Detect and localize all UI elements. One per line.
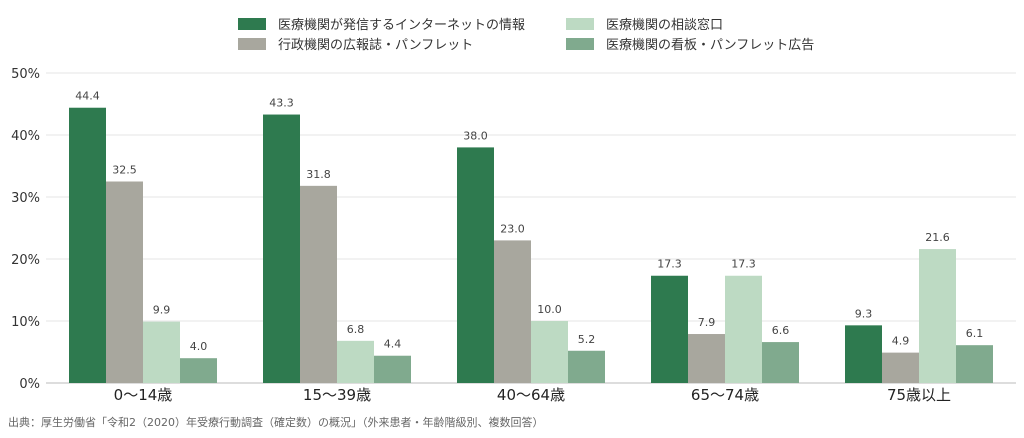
bar-value-label: 44.4: [75, 90, 100, 103]
y-tick-label: 0%: [19, 377, 40, 392]
bar: [845, 325, 882, 383]
value-labels: 44.4 32.5 9.9 4.0 43.3 31.8 6.8 4.4 38.0 23.0 10.0…: [75, 90, 983, 353]
bar: [69, 107, 106, 383]
bar-value-label: 31.8: [306, 168, 331, 181]
bar: [106, 181, 143, 383]
bar-value-label: 4.9: [892, 335, 910, 348]
y-tick-label: 30%: [11, 191, 40, 206]
x-axis: 0〜14歳 15〜39歳 40〜64歳 65〜74歳 75歳以上: [114, 386, 951, 404]
bar-value-label: 38.0: [463, 129, 488, 142]
y-tick-label: 40%: [11, 129, 40, 144]
legend: 医療機関が発信するインターネットの情報 医療機関の相談窓口 行政機関の広報誌・パ…: [0, 8, 1024, 53]
y-tick-label: 10%: [11, 315, 40, 330]
bar: [956, 345, 993, 383]
legend-swatch-consultation: [566, 17, 594, 30]
y-tick-label: 20%: [11, 253, 40, 268]
bar: [568, 350, 605, 383]
bar-value-label: 6.6: [772, 324, 790, 337]
bar-value-label: 17.3: [657, 258, 682, 271]
legend-label-internet: 医療機関が発信するインターネットの情報: [278, 18, 526, 33]
y-tick-label: 50%: [11, 67, 40, 82]
legend-item-consultation: 医療機関の相談窓口: [566, 14, 723, 33]
bar: [725, 275, 762, 383]
source-note: 出典：厚生労働省「令和2（2020）年受療行動調査（確定数）の概況」（外来患者・…: [8, 416, 544, 429]
legend-swatch-public-relations: [238, 37, 266, 50]
bar: [337, 340, 374, 383]
legend-item-signboard: 医療機関の看板・パンフレット広告: [566, 34, 814, 53]
bar: [919, 249, 956, 383]
legend-label-consultation: 医療機関の相談窓口: [606, 18, 724, 33]
bars: [69, 107, 993, 383]
legend-swatch-signboard: [566, 37, 594, 50]
bar: [762, 342, 799, 383]
bar: [651, 275, 688, 383]
legend-label-signboard: 医療機関の看板・パンフレット広告: [606, 38, 815, 53]
x-tick-label: 40〜64歳: [497, 386, 565, 404]
bar-value-label: 6.8: [347, 323, 365, 336]
bar-value-label: 6.1: [966, 327, 984, 340]
y-axis: 0% 10% 20% 30% 40% 50%: [11, 67, 40, 392]
bar: [300, 185, 337, 383]
bar-value-label: 5.2: [578, 333, 596, 346]
bar: [143, 321, 180, 383]
legend-swatch-internet: [238, 17, 266, 30]
bar: [494, 240, 531, 383]
bar-value-label: 23.0: [500, 222, 525, 235]
bar-value-label: 32.5: [112, 164, 137, 177]
bar-value-label: 9.9: [153, 304, 171, 317]
bar: [263, 114, 300, 383]
legend-label-public-relations: 行政機関の広報誌・パンフレット: [278, 38, 474, 53]
bar: [688, 334, 725, 383]
bar: [374, 355, 411, 383]
bar-value-label: 9.3: [855, 307, 873, 320]
bar-value-label: 4.4: [384, 338, 402, 351]
bar: [180, 358, 217, 383]
bar: [882, 352, 919, 383]
legend-item-public-relations: 行政機関の広報誌・パンフレット: [238, 34, 473, 53]
bar-value-label: 4.0: [190, 340, 208, 353]
bar-value-label: 43.3: [269, 97, 294, 110]
x-tick-label: 15〜39歳: [303, 386, 371, 404]
bar: [457, 147, 494, 383]
x-tick-label: 65〜74歳: [691, 386, 759, 404]
bar-value-label: 7.9: [698, 316, 716, 329]
bar-value-label: 21.6: [925, 231, 950, 244]
x-tick-label: 75歳以上: [887, 386, 951, 404]
x-tick-label: 0〜14歳: [114, 386, 173, 404]
bar: [531, 321, 568, 383]
legend-item-internet: 医療機関が発信するインターネットの情報: [238, 14, 525, 33]
bar-value-label: 10.0: [537, 303, 562, 316]
bar-value-label: 17.3: [731, 258, 756, 271]
